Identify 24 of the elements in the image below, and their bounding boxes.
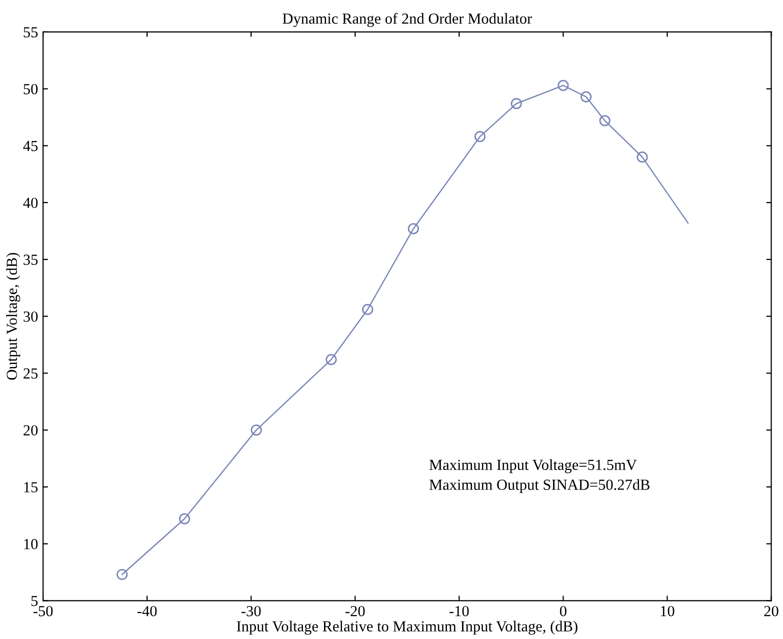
y-tick-label: 15 xyxy=(24,482,38,492)
y-tick-label: 25 xyxy=(24,368,38,379)
x-tick-label: -40 xyxy=(137,606,157,616)
y-tick-label: 35 xyxy=(24,254,38,265)
y-tick-label: 20 xyxy=(24,425,38,436)
x-tick-label: -50 xyxy=(33,606,53,616)
y-tick-label: 55 xyxy=(24,27,38,38)
y-tick-label: 10 xyxy=(24,538,38,550)
y-tick-label: 40 xyxy=(23,198,38,208)
y-axis-title: Output Voltage, (dB) xyxy=(6,252,20,380)
y-tick-label: 5 xyxy=(31,596,38,606)
x-tick-label: 20 xyxy=(764,606,778,616)
x-tick-label: -20 xyxy=(346,606,365,616)
x-tick-label: -10 xyxy=(450,606,469,616)
chart-title: Dynamic Range of 2nd Order Modulator xyxy=(282,12,532,27)
x-tick-label: -30 xyxy=(242,606,261,616)
y-tick-label: 50 xyxy=(24,84,38,94)
x-axis-title: Input Voltage Relative to Maximum Input Voltage, (dB) xyxy=(236,620,578,635)
x-tick-label: 10 xyxy=(660,606,674,616)
x-tick-label: 0 xyxy=(560,606,566,616)
annotation: Maximum Input Voltage=51.5mV xyxy=(429,459,637,474)
y-tick-label: 30 xyxy=(24,311,38,322)
annotation: Maximum Output SINAD=50.27dB xyxy=(429,479,650,494)
y-tick-label: 45 xyxy=(23,140,38,152)
